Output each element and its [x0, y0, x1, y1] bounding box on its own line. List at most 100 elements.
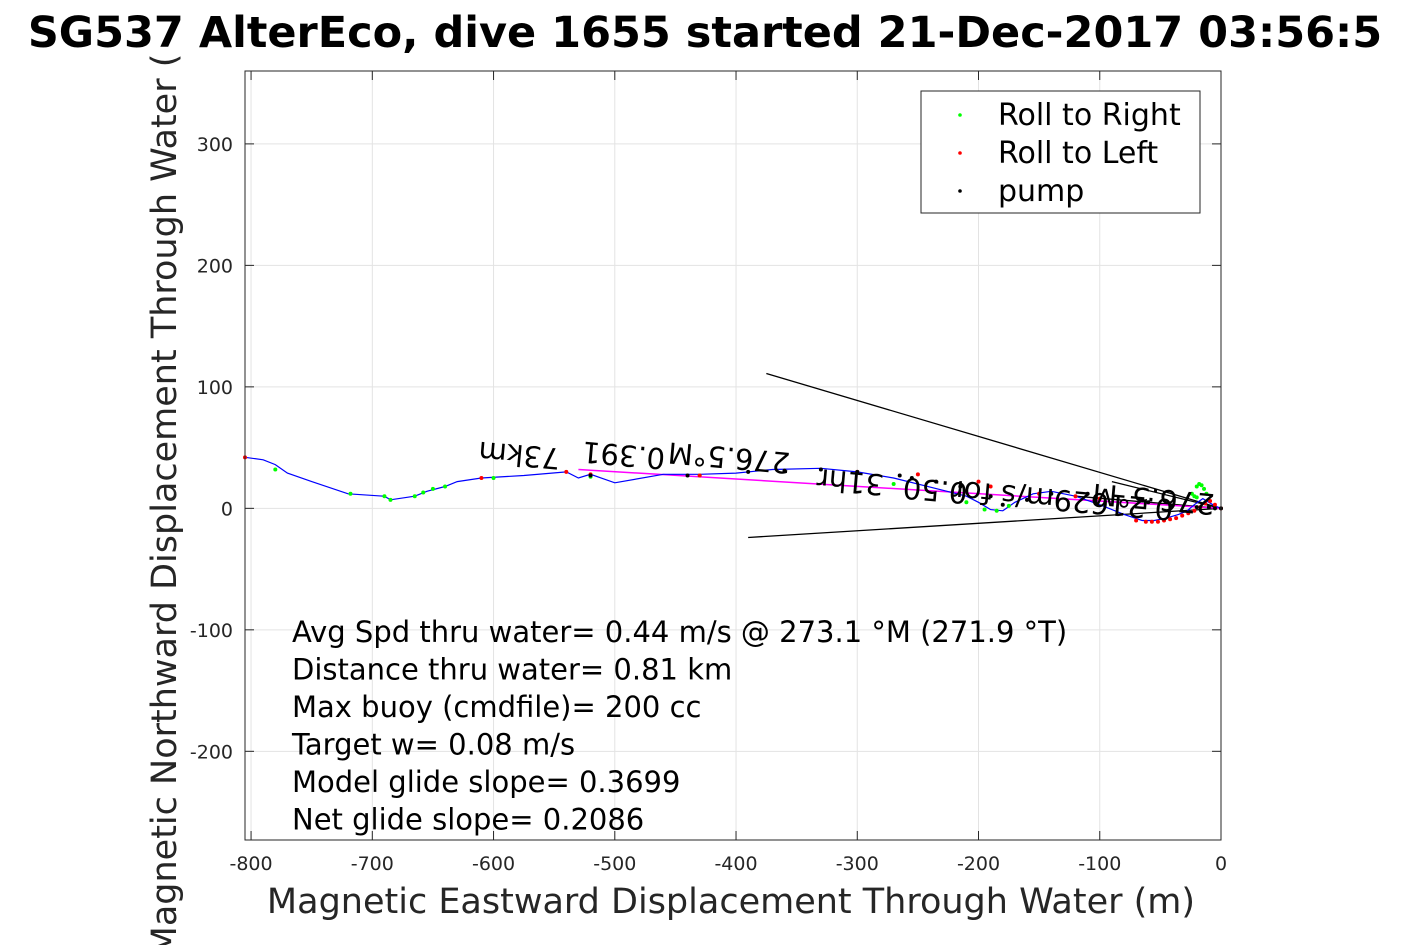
pump-point [897, 473, 902, 478]
y-tick-label: 200 [197, 255, 233, 277]
pump-point [685, 473, 690, 478]
rotated-label: 73km [477, 435, 562, 476]
pump-point [958, 484, 963, 489]
roll-left-point [1097, 496, 1102, 501]
roll-left-point [1174, 516, 1179, 521]
y-tick-label: 0 [221, 498, 233, 520]
roll-right-point [348, 491, 353, 496]
roll-right-point [891, 482, 896, 487]
vector-line [1111, 480, 1222, 509]
roll-left-point [988, 484, 993, 489]
roll-right-point [1194, 495, 1199, 500]
pump-point [1146, 500, 1151, 505]
pump-point [1000, 502, 1005, 507]
roll-right-point [964, 500, 969, 505]
pump-point [782, 468, 787, 473]
pump-point [1212, 506, 1217, 511]
y-tick-label: -200 [190, 741, 233, 763]
pump-point [746, 469, 751, 474]
legend-marker [958, 189, 962, 193]
x-tick-label: -300 [836, 853, 879, 875]
roll-left-point [915, 472, 920, 477]
roll-left-point [1073, 494, 1078, 499]
legend-marker [958, 113, 962, 117]
roll-left-point [479, 475, 484, 480]
legend-label: pump [998, 174, 1084, 209]
roll-right-point [1194, 484, 1199, 489]
roll-left-point [697, 473, 702, 478]
legend-marker [958, 151, 962, 155]
roll-right-point [1189, 491, 1194, 496]
roll-right-point [1199, 483, 1204, 488]
y-tick-label: -100 [190, 620, 233, 642]
x-tick-label: -100 [1078, 853, 1121, 875]
tick-labels: -800 -700 -600 -500 -400 -300 -200 -100 0 -200 -10… [190, 134, 1227, 875]
x-tick-label: -400 [714, 853, 757, 875]
legend-label: Roll to Right [998, 98, 1181, 133]
legend-box [920, 90, 1201, 214]
roll-left-point [1186, 511, 1191, 516]
roll-right-point [273, 467, 278, 472]
stats-line: Avg Spd thru water= 0.44 m/s @ 273.1 °M … [292, 615, 1067, 649]
roll-left-point [1192, 508, 1197, 513]
roll-left-point [1134, 518, 1139, 523]
stats-line: Distance thru water= 0.81 km [292, 653, 732, 687]
rotated-label: 0.391 [581, 435, 667, 476]
roll-right-point [388, 497, 393, 502]
roll-left-point [1037, 491, 1042, 496]
pump-point [855, 469, 860, 474]
roll-right-point [1202, 486, 1207, 491]
magenta-segment [578, 468, 1222, 510]
roll-right-point [1204, 491, 1209, 496]
x-tick-label: 0 [1215, 853, 1227, 875]
plot-frame [244, 70, 1222, 841]
pump-point [588, 473, 593, 478]
rotated-label: 0.50 [902, 471, 969, 510]
track-line [244, 456, 1222, 522]
magenta-line [578, 468, 1222, 510]
roll-left-point [1198, 505, 1203, 510]
roll-right-point [382, 494, 387, 499]
stats-line: Target w= 0.08 m/s [291, 728, 575, 762]
stats-line: Model glide slope= 0.3699 [292, 765, 680, 799]
x-tick-label: -500 [593, 853, 636, 875]
pump-point [1025, 497, 1030, 502]
roll-left-point [1208, 499, 1213, 504]
roll-right-point [994, 508, 999, 513]
y-axis-label: Magnetic Northward Displacement Through … [145, 54, 185, 945]
x-tick-label: -200 [957, 853, 1000, 875]
pump-point [818, 467, 823, 472]
x-tick-label: -800 [229, 853, 272, 875]
roll-left-point [1212, 502, 1217, 507]
roll-left-point [564, 469, 569, 474]
x-tick-label: -700 [351, 853, 394, 875]
y-tick-label: 100 [197, 377, 233, 399]
roll-right-point [982, 507, 987, 512]
pump-point [1049, 491, 1054, 496]
roll-left-point [976, 479, 981, 484]
roll-left-point [1162, 518, 1167, 523]
pump-point [1206, 505, 1211, 510]
roll-left-point [1180, 513, 1185, 518]
pump-point [1085, 491, 1090, 496]
legend-label: Roll to Left [998, 136, 1158, 171]
roll-left-point [1168, 517, 1173, 522]
roll-right-point [421, 490, 426, 495]
track-series [244, 456, 1222, 522]
x-tick-label: -600 [472, 853, 515, 875]
stats-annotations: Avg Spd thru water= 0.44 m/s @ 273.1 °M … [291, 615, 1067, 837]
pump-point [934, 479, 939, 484]
roll-right-point [491, 475, 496, 480]
roll-left-point [1155, 519, 1160, 524]
roll-right-point [412, 494, 417, 499]
pump-point [1194, 505, 1199, 510]
pump-point [1170, 503, 1175, 508]
rotated-label: 31hr [815, 462, 885, 502]
stats-line: Max buoy (cmdfile)= 200 cc [292, 690, 701, 724]
roll-right-point [443, 484, 448, 489]
roll-left-point [1143, 519, 1148, 524]
roll-left-point [1203, 501, 1208, 506]
